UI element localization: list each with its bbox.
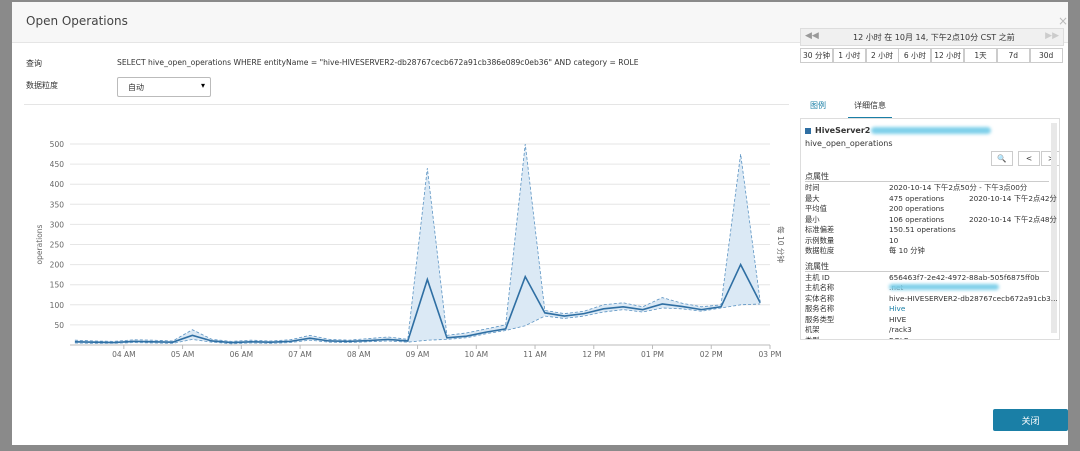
close-x[interactable]: × (1058, 14, 1069, 28)
row-key: 示例数量 (805, 235, 835, 245)
row-key: 类型 (805, 335, 820, 340)
x-tick-label: 12 PM (582, 350, 605, 359)
row-value: 656463f7-2e42-4972-88ab-505f6875ff0b (889, 272, 1040, 282)
scrollbar (1051, 123, 1057, 333)
y-tick-label: 450 (50, 160, 65, 169)
x-tick-label: 03 PM (759, 350, 782, 359)
y-tick-label: 250 (50, 241, 65, 250)
row-key: 实体名称 (805, 293, 835, 303)
query-text: SELECT hive_open_operations WHERE entity… (117, 58, 639, 67)
granularity-value: 自动 (128, 83, 144, 92)
row-value: 2020-10-14 下午2点48分 (969, 214, 1057, 224)
row-value: 200 operations (889, 204, 945, 213)
row-value: 2020-10-14 下午2点42分 (969, 193, 1057, 203)
close-button[interactable]: 关闭 (993, 409, 1068, 431)
x-tick-label: 08 AM (347, 350, 371, 359)
row-key: 数据粒度 (805, 246, 835, 255)
details-panel: HiveServer2 hive_open_operations 🔍 < > 点… (800, 118, 1060, 340)
y-tick-label: 200 (50, 261, 65, 270)
x-tick-label: 05 AM (171, 350, 195, 359)
row-value: 475 operations (889, 193, 945, 203)
mean-line (74, 262, 761, 344)
time-nav: ◀◀ 12 小时 在 10月 14, 下午2点10分 CST 之前 ▶▶ (800, 28, 1064, 46)
row-key: 服务类型 (805, 314, 835, 324)
row-value: 10 (889, 235, 899, 245)
y2-axis-label: 每 10 分钟 (776, 226, 786, 263)
range-button[interactable]: 1 小时 (832, 48, 866, 63)
swatch (805, 128, 811, 134)
row-key: 时间 (805, 183, 820, 192)
time-range: 12 小时 在 10月 14, 下午2点10分 CST 之前 (853, 33, 1015, 42)
x-tick-label: 06 AM (230, 350, 254, 359)
close-label: 关闭 (1021, 417, 1040, 427)
y-tick-label: 400 (50, 180, 65, 189)
entity-name: HiveServer2 (815, 126, 871, 135)
row-key: 主机 ID (805, 272, 830, 282)
x-tick-label: 10 AM (465, 350, 489, 359)
nav-next[interactable]: ▶▶ (1045, 31, 1059, 41)
x-tick-label: 11 AM (523, 350, 547, 359)
granularity-select[interactable]: 自动 ▾ (117, 77, 211, 97)
row-value: ROLE (889, 335, 909, 340)
row-key: 标准偏差 (805, 225, 835, 234)
bound-line (74, 143, 761, 342)
redaction (889, 284, 999, 290)
row-value: 106 operations (889, 214, 945, 224)
y-tick-label: 100 (50, 301, 65, 310)
y-tick-label: 150 (50, 281, 65, 290)
metric-name: hive_open_operations (805, 139, 893, 148)
y-tick-label: 500 (50, 140, 65, 149)
bound-line (74, 303, 761, 345)
dialog-title: Open Operations (26, 14, 128, 28)
row-key: 服务名称 (805, 304, 835, 313)
range-button[interactable]: 7d (996, 48, 1030, 63)
y-axis-label: operations (35, 224, 44, 264)
row-value: Hive (889, 304, 906, 313)
row-value: 每 10 分钟 (889, 246, 925, 255)
range-button[interactable]: 6 小时 (898, 48, 932, 63)
range-button[interactable]: 2 小时 (865, 48, 899, 63)
row-key: 机架 (805, 325, 820, 334)
range-band (74, 144, 761, 344)
tab-active[interactable]: 详细信息 (848, 100, 892, 119)
y-tick-label: 300 (50, 220, 65, 229)
x-tick-label: 09 AM (406, 350, 430, 359)
section-rule (805, 270, 1049, 272)
row-value: HIVE (889, 314, 907, 324)
y-tick-label: 350 (50, 200, 65, 209)
chart: 50 100 150 200 250 300 350 400 450 500 04 AM 05 AM 0… (35, 140, 786, 359)
range-button[interactable]: 12 小时 (931, 48, 965, 63)
row-key: 主机名称 (805, 283, 835, 292)
row-key: 平均值 (805, 204, 827, 213)
row-value: 2020-10-14 下午2点50分 - 下午3点00分 (889, 183, 1028, 192)
tab[interactable]: 图例 (810, 101, 826, 110)
select-arrow: ▾ (200, 81, 205, 90)
x-tick-label: 04 AM (112, 350, 136, 359)
range-button[interactable]: 30 分钟 (800, 48, 833, 63)
row-key: 最小 (805, 214, 820, 224)
row-value: 150.51 operations (889, 225, 956, 234)
x-tick-label: 07 AM (288, 350, 312, 359)
x-tick-label: 01 PM (641, 350, 664, 359)
x-tick-label: 02 PM (700, 350, 723, 359)
range-button[interactable]: 1天 (964, 48, 997, 63)
range-button[interactable]: 30d (1029, 48, 1063, 63)
row-key: 最大 (805, 193, 820, 203)
granularity-label: 数据粒度 (26, 81, 58, 90)
row-value: hive-HIVESERVER2-db28767cecb672a91cb3... (889, 293, 1058, 303)
y-tick-label: 50 (54, 321, 64, 330)
nav-prev[interactable]: ◀◀ (805, 31, 819, 41)
divider (24, 104, 789, 105)
section-title: 点属性 (805, 172, 829, 181)
section-rule (805, 181, 1049, 182)
section-title: 流属性 (805, 261, 829, 271)
dialog-header: Open Operations × (12, 2, 1068, 43)
row-value: /rack3 (889, 325, 912, 334)
prev-button[interactable]: < (1018, 151, 1040, 166)
dialog: Open Operations × 查询 SELECT hive_open_op… (12, 2, 1068, 445)
query-label: 查询 (26, 59, 42, 68)
zoom-button[interactable]: 🔍 (991, 151, 1013, 166)
redaction (871, 127, 991, 134)
